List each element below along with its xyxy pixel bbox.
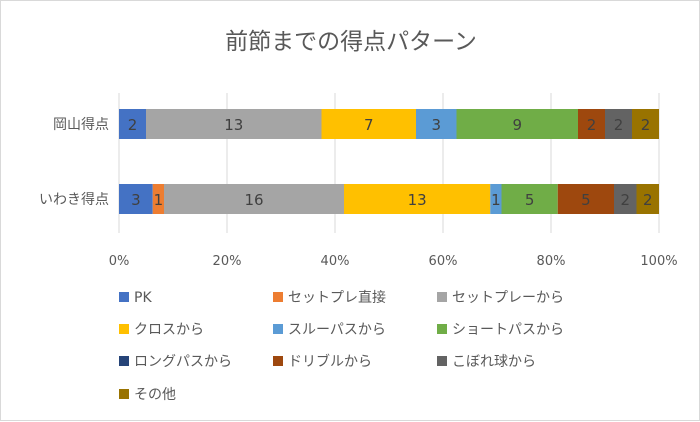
legend-marker bbox=[119, 292, 129, 302]
data-label: 9 bbox=[512, 116, 522, 134]
legend-marker bbox=[437, 356, 447, 366]
legend-marker bbox=[119, 356, 129, 366]
legend-label: ドリブルから bbox=[288, 353, 372, 370]
legend-label: ロングパスから bbox=[134, 354, 232, 370]
data-label: 3 bbox=[131, 191, 141, 209]
data-label: 2 bbox=[587, 116, 597, 134]
data-label: 2 bbox=[620, 191, 630, 209]
category-label: 岡山得点 bbox=[53, 116, 109, 133]
chart-title: 前節までの得点パターン bbox=[225, 29, 477, 55]
data-label: 5 bbox=[581, 191, 591, 209]
bar-segment bbox=[416, 109, 457, 139]
bar-segment bbox=[146, 109, 322, 139]
x-tick-label: 40% bbox=[321, 254, 350, 269]
bar-segment bbox=[636, 184, 659, 214]
legend-marker bbox=[273, 356, 283, 366]
bar-segment bbox=[490, 184, 502, 214]
x-tick-label: 20% bbox=[213, 254, 242, 269]
data-label: 16 bbox=[244, 191, 263, 209]
legend-label: クロスから bbox=[134, 322, 204, 338]
bar-segment bbox=[321, 109, 416, 139]
bar-segment bbox=[605, 109, 632, 139]
bar-segment bbox=[578, 109, 605, 139]
bar-segment bbox=[456, 109, 578, 139]
x-tick-label: 100% bbox=[640, 254, 677, 269]
data-label: 2 bbox=[614, 116, 624, 134]
x-tick-label: 80% bbox=[537, 254, 566, 269]
legend-label: セットプレ直接 bbox=[288, 289, 386, 306]
bar-segment bbox=[614, 184, 637, 214]
legend-label: スルーパスから bbox=[288, 322, 386, 338]
data-label: 7 bbox=[364, 116, 374, 134]
bar-segment bbox=[344, 184, 491, 214]
data-label: 13 bbox=[408, 191, 427, 209]
legend-marker bbox=[273, 292, 283, 302]
bar-segment bbox=[632, 109, 659, 139]
data-label: 5 bbox=[525, 191, 535, 209]
bar-segment bbox=[152, 184, 164, 214]
legend-label: ショートパスから bbox=[452, 322, 564, 338]
data-label: 1 bbox=[154, 191, 164, 209]
legend-label: PK bbox=[134, 290, 152, 306]
bar-segment bbox=[557, 184, 614, 214]
legend-label: こぼれ球から bbox=[452, 354, 536, 370]
bar-segment bbox=[119, 109, 146, 139]
legend-label: その他 bbox=[134, 387, 176, 403]
legend-marker bbox=[119, 324, 129, 334]
legend-label: セットプレーから bbox=[452, 290, 564, 306]
x-tick-label: 60% bbox=[429, 254, 458, 269]
data-label: 13 bbox=[224, 116, 243, 134]
legend-marker bbox=[119, 389, 129, 399]
bar-segment bbox=[164, 184, 344, 214]
bar-segment bbox=[119, 184, 153, 214]
data-label: 2 bbox=[643, 191, 653, 209]
legend-marker bbox=[437, 292, 447, 302]
data-label: 2 bbox=[641, 116, 651, 134]
legend-marker bbox=[437, 324, 447, 334]
data-label: 1 bbox=[491, 191, 501, 209]
legend-marker bbox=[273, 324, 283, 334]
bar-segment bbox=[501, 184, 558, 214]
data-label: 2 bbox=[128, 116, 138, 134]
x-tick-label: 0% bbox=[109, 254, 130, 269]
data-label: 3 bbox=[431, 116, 441, 134]
category-label: いわき得点 bbox=[39, 191, 109, 208]
